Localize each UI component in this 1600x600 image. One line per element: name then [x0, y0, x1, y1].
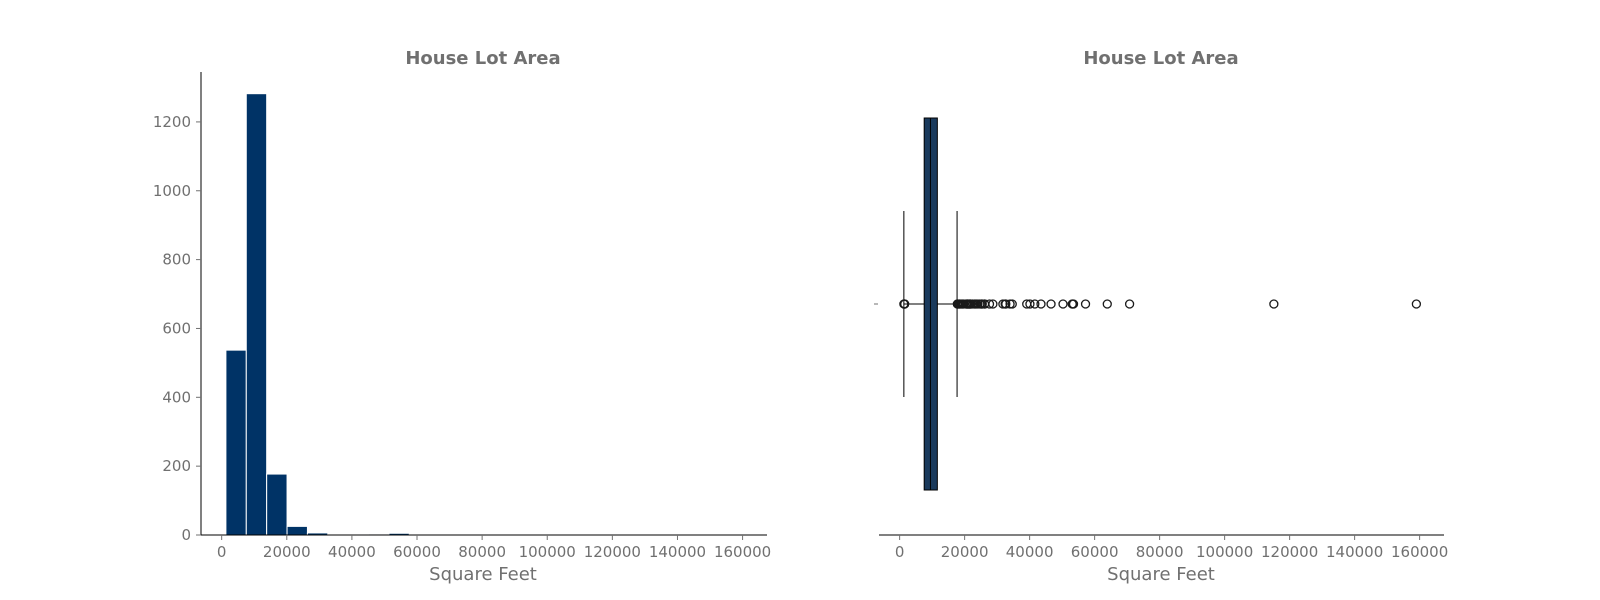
- x-tick-label: 140000: [1326, 543, 1383, 561]
- outlier-point: [1080, 299, 1091, 309]
- histogram-bar: [286, 525, 308, 536]
- histogram-bar: [245, 93, 268, 536]
- outlier-point: [1124, 299, 1135, 309]
- outlier-point: [899, 299, 910, 309]
- x-tick-label: 160000: [1391, 543, 1448, 561]
- histogram-title: House Lot Area: [405, 48, 560, 69]
- histogram-x-ticks: 0 20000 40000 60000 80000 100000 120000 140000 1…: [217, 535, 771, 561]
- boxplot-x-label: Square Feet: [1107, 564, 1215, 585]
- x-tick-label: 60000: [393, 543, 441, 561]
- y-tick-label: 1200: [153, 113, 191, 131]
- y-tick-label: 1000: [153, 182, 191, 200]
- boxplot-outliers: [899, 299, 1422, 309]
- x-tick-label: 40000: [1006, 543, 1054, 561]
- x-tick-label: 100000: [519, 543, 576, 561]
- x-tick-label: 20000: [941, 543, 989, 561]
- histogram-bar: [225, 349, 247, 536]
- outlier-point: [988, 299, 998, 309]
- histogram-x-label: Square Feet: [429, 564, 537, 585]
- outlier-point: [1030, 299, 1040, 309]
- outlier-point: [1102, 299, 1112, 309]
- x-tick-label: 60000: [1071, 543, 1119, 561]
- outlier-point: [1046, 299, 1056, 309]
- x-tick-label: 140000: [649, 543, 706, 561]
- x-tick-label: 80000: [458, 543, 506, 561]
- boxplot-title: House Lot Area: [1083, 48, 1238, 69]
- x-tick-label: 20000: [263, 543, 311, 561]
- y-tick-label: 200: [162, 457, 191, 475]
- x-tick-label: 40000: [328, 543, 376, 561]
- histogram-bars: [225, 93, 431, 536]
- x-tick-label: 0: [895, 543, 905, 561]
- outlier-point: [1269, 299, 1279, 309]
- histogram-y-ticks: 0 200 400 600 800 1000 1200: [153, 113, 201, 544]
- y-tick-label: 0: [181, 526, 191, 544]
- histogram-bar: [266, 473, 288, 536]
- outlier-point: [1036, 299, 1046, 309]
- outlier-point: [984, 299, 995, 309]
- x-tick-label: 120000: [1261, 543, 1318, 561]
- y-tick-label: 800: [162, 251, 191, 269]
- x-tick-label: 120000: [584, 543, 641, 561]
- outlier-point: [1007, 299, 1017, 309]
- x-tick-label: 80000: [1136, 543, 1184, 561]
- outlier-point: [1068, 299, 1079, 309]
- outlier-point: [1001, 299, 1011, 309]
- x-tick-label: 100000: [1196, 543, 1253, 561]
- x-tick-label: 0: [217, 543, 227, 561]
- boxplot-x-ticks: 0 20000 40000 60000 80000 100000 120000 140000 1…: [895, 535, 1448, 561]
- boxplot-panel: House Lot Area 0 20000 40000 60000 80000 1000…: [874, 48, 1448, 585]
- y-tick-label: 400: [162, 388, 191, 406]
- outlier-point: [1025, 299, 1035, 309]
- outlier-point: [958, 299, 969, 309]
- histogram-panel: House Lot Area 0 20000 40000 60000 80000 1000…: [153, 48, 771, 585]
- x-tick-label: 160000: [714, 543, 771, 561]
- y-tick-label: 600: [162, 319, 191, 337]
- outlier-point: [1058, 299, 1068, 309]
- outlier-point: [1411, 299, 1422, 309]
- boxplot-body: [903, 117, 958, 491]
